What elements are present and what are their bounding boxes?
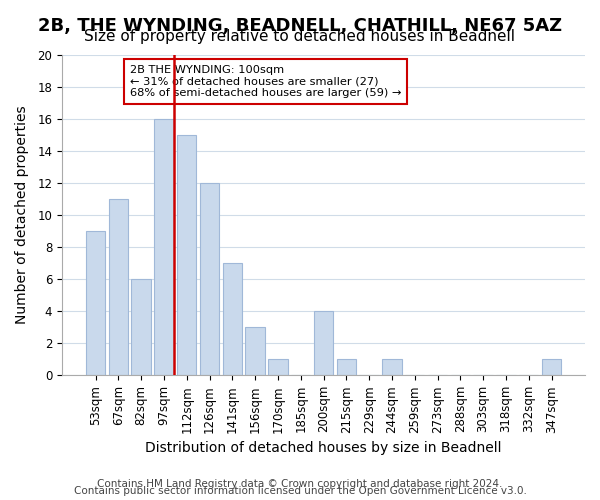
Bar [268, 360, 287, 376]
X-axis label: Distribution of detached houses by size in Beadnell: Distribution of detached houses by size … [145, 441, 502, 455]
Bar [223, 263, 242, 376]
Bar [86, 231, 105, 376]
Text: 2B THE WYNDING: 100sqm
← 31% of detached houses are smaller (27)
68% of semi-det: 2B THE WYNDING: 100sqm ← 31% of detached… [130, 64, 401, 98]
Bar [109, 199, 128, 376]
Text: Size of property relative to detached houses in Beadnell: Size of property relative to detached ho… [85, 29, 515, 44]
Bar [200, 183, 219, 376]
Y-axis label: Number of detached properties: Number of detached properties [15, 106, 29, 324]
Bar [542, 360, 561, 376]
Bar [154, 119, 173, 376]
Bar [337, 360, 356, 376]
Text: Contains public sector information licensed under the Open Government Licence v3: Contains public sector information licen… [74, 486, 526, 496]
Bar [314, 312, 333, 376]
Bar [382, 360, 401, 376]
Text: Contains HM Land Registry data © Crown copyright and database right 2024.: Contains HM Land Registry data © Crown c… [97, 479, 503, 489]
Bar [177, 135, 196, 376]
Bar [131, 279, 151, 376]
Text: 2B, THE WYNDING, BEADNELL, CHATHILL, NE67 5AZ: 2B, THE WYNDING, BEADNELL, CHATHILL, NE6… [38, 18, 562, 36]
Bar [245, 328, 265, 376]
